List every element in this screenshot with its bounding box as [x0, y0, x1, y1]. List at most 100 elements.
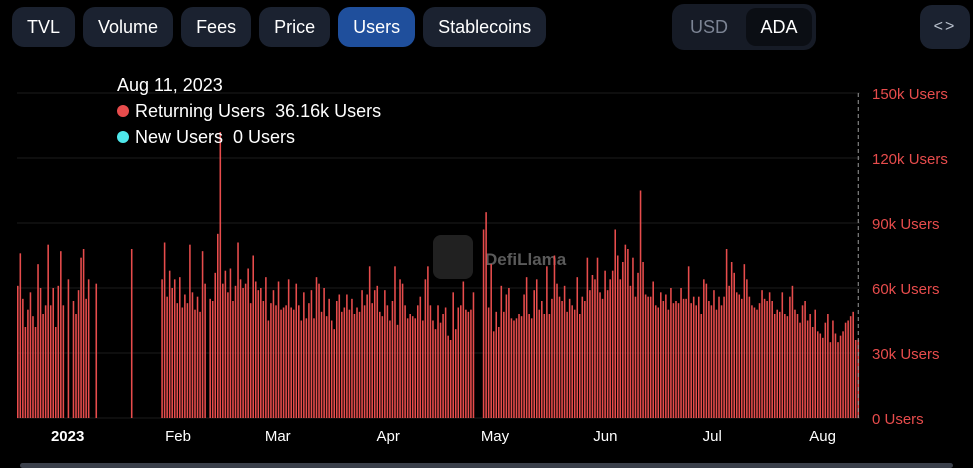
- returning-users-bar[interactable]: [533, 290, 535, 418]
- returning-users-bar[interactable]: [819, 333, 822, 419]
- returning-users-bar[interactable]: [295, 283, 298, 418]
- returning-users-bar[interactable]: [209, 298, 211, 418]
- returning-users-bar[interactable]: [665, 294, 667, 419]
- returning-users-bar[interactable]: [741, 298, 743, 418]
- returning-users-bar[interactable]: [49, 305, 52, 418]
- returning-users-bar[interactable]: [804, 301, 806, 418]
- returning-users-bar[interactable]: [222, 283, 224, 418]
- returning-users-bar[interactable]: [784, 314, 786, 418]
- returning-users-bar[interactable]: [305, 318, 308, 418]
- returning-users-bar[interactable]: [794, 309, 796, 418]
- returning-users-bar[interactable]: [834, 333, 837, 419]
- returning-users-bar[interactable]: [715, 309, 718, 418]
- returning-users-bar[interactable]: [738, 294, 741, 419]
- returning-users-bar[interactable]: [19, 253, 22, 418]
- tab-volume[interactable]: Volume: [83, 7, 174, 47]
- returning-users-bar[interactable]: [194, 309, 196, 418]
- returning-users-bar[interactable]: [303, 292, 305, 418]
- returning-users-bar[interactable]: [168, 270, 171, 418]
- returning-users-bar[interactable]: [614, 229, 617, 419]
- returning-users-bar[interactable]: [449, 340, 452, 418]
- returning-users-bar[interactable]: [411, 316, 414, 418]
- returning-users-bar[interactable]: [566, 311, 568, 418]
- returning-users-bar[interactable]: [703, 279, 705, 418]
- returning-users-bar[interactable]: [37, 264, 39, 418]
- returning-users-bar[interactable]: [373, 290, 376, 418]
- returning-users-bar[interactable]: [548, 314, 551, 418]
- returning-users-bar[interactable]: [523, 294, 525, 419]
- returning-users-bar[interactable]: [723, 296, 725, 418]
- returning-users-bar[interactable]: [437, 305, 439, 418]
- returning-users-bar[interactable]: [176, 303, 179, 418]
- returning-users-bar[interactable]: [201, 251, 204, 418]
- returning-users-bar[interactable]: [416, 305, 419, 418]
- returning-users-bar[interactable]: [72, 301, 75, 418]
- returning-users-bar[interactable]: [518, 314, 520, 418]
- returning-users-bar[interactable]: [361, 290, 363, 418]
- returning-users-bar[interactable]: [672, 303, 675, 418]
- returning-users-bar[interactable]: [822, 337, 824, 418]
- returning-users-bar[interactable]: [824, 322, 827, 418]
- returning-users-bar[interactable]: [32, 316, 34, 418]
- returning-users-bar[interactable]: [346, 294, 348, 419]
- returning-users-bar[interactable]: [579, 314, 581, 418]
- returning-users-bar[interactable]: [95, 283, 98, 418]
- returning-users-bar[interactable]: [282, 307, 285, 419]
- returning-users-bar[interactable]: [290, 307, 292, 419]
- returning-users-bar[interactable]: [42, 314, 44, 418]
- returning-users-bar[interactable]: [465, 309, 467, 418]
- returning-users-bar[interactable]: [467, 311, 470, 418]
- returning-users-bar[interactable]: [733, 272, 735, 418]
- returning-users-bar[interactable]: [229, 268, 232, 419]
- returning-users-bar[interactable]: [254, 281, 257, 419]
- returning-users-bar[interactable]: [460, 305, 462, 418]
- returning-users-bar[interactable]: [224, 270, 227, 418]
- returning-users-bar[interactable]: [811, 327, 814, 418]
- returning-users-bar[interactable]: [510, 318, 513, 418]
- returning-users-bar[interactable]: [356, 307, 358, 419]
- returning-users-bar[interactable]: [17, 285, 19, 418]
- returning-users-bar[interactable]: [857, 339, 860, 418]
- returning-users-bar[interactable]: [492, 331, 495, 418]
- returning-users-bar[interactable]: [584, 301, 586, 418]
- returning-users-bar[interactable]: [216, 233, 219, 418]
- returning-users-bar[interactable]: [589, 290, 591, 418]
- returning-users-bar[interactable]: [616, 255, 619, 419]
- returning-users-bar[interactable]: [546, 266, 548, 418]
- returning-users-bar[interactable]: [604, 270, 606, 418]
- returning-users-bar[interactable]: [62, 305, 65, 418]
- returning-users-bar[interactable]: [394, 266, 396, 418]
- returning-users-bar[interactable]: [267, 320, 270, 419]
- returning-users-bar[interactable]: [270, 303, 272, 418]
- returning-users-bar[interactable]: [80, 257, 82, 418]
- returning-users-bar[interactable]: [503, 311, 505, 418]
- returning-users-bar[interactable]: [179, 277, 181, 418]
- returning-users-bar[interactable]: [692, 296, 695, 418]
- returning-users-bar[interactable]: [667, 309, 670, 418]
- returning-users-bar[interactable]: [528, 314, 530, 418]
- returning-users-bar[interactable]: [718, 296, 720, 418]
- returning-users-bar[interactable]: [262, 301, 265, 418]
- returning-users-bar[interactable]: [832, 320, 834, 419]
- returning-users-bar[interactable]: [515, 318, 518, 418]
- returning-users-bar[interactable]: [728, 285, 730, 418]
- returning-users-bar[interactable]: [338, 294, 341, 419]
- returning-users-bar[interactable]: [389, 320, 391, 419]
- returning-users-bar[interactable]: [401, 283, 404, 418]
- returning-users-bar[interactable]: [730, 262, 733, 418]
- returning-users-bar[interactable]: [85, 298, 87, 418]
- returning-users-bar[interactable]: [576, 277, 579, 418]
- returning-users-bar[interactable]: [852, 311, 854, 418]
- returning-users-bar[interactable]: [541, 301, 543, 418]
- returning-users-bar[interactable]: [366, 294, 368, 419]
- returning-users-bar[interactable]: [462, 281, 465, 419]
- returning-users-bar[interactable]: [237, 242, 239, 419]
- returning-users-bar[interactable]: [77, 290, 80, 418]
- returning-users-bar[interactable]: [619, 279, 622, 418]
- returning-users-bar[interactable]: [442, 314, 444, 418]
- returning-users-bar[interactable]: [637, 272, 639, 418]
- returning-users-bar[interactable]: [751, 305, 753, 418]
- returning-users-bar[interactable]: [171, 288, 173, 418]
- returning-users-bar[interactable]: [351, 298, 353, 418]
- returning-users-bar[interactable]: [384, 290, 386, 418]
